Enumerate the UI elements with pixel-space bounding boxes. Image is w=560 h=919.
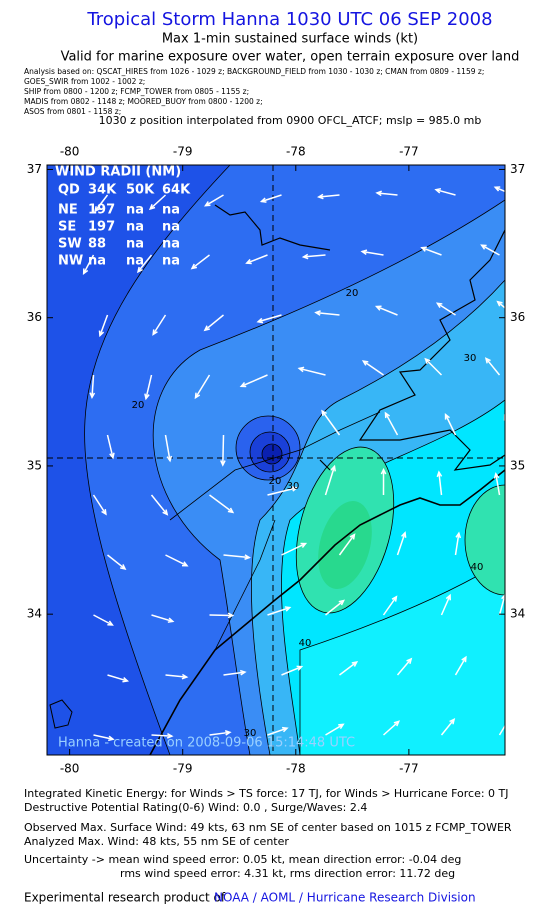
radii-cell: na bbox=[126, 203, 144, 218]
footer-line: Destructive Potential Rating(0-6) Wind: … bbox=[24, 801, 367, 814]
y-tick-label-right: 35 bbox=[510, 458, 525, 472]
wind-arrow bbox=[223, 435, 224, 465]
radii-cell: SE bbox=[58, 220, 76, 235]
footer-line: Observed Max. Surface Wind: 49 kts, 63 n… bbox=[24, 821, 512, 834]
credit: Hanna - created on 2008-09-06 15:14:48 U… bbox=[58, 736, 355, 751]
x-tick-label-top: -80 bbox=[60, 145, 80, 159]
radii-cell: na bbox=[126, 254, 144, 269]
y-tick-label-right: 37 bbox=[510, 162, 525, 176]
radii-header: 64K bbox=[162, 183, 191, 198]
radii-cell: 88 bbox=[88, 237, 106, 252]
radii-header: 50K bbox=[126, 183, 155, 198]
wind-arrow-head bbox=[505, 718, 509, 723]
wind-arrow bbox=[514, 534, 515, 555]
analysis-line: SHIP from 0800 - 1200 z; FCMP_TOWER from… bbox=[24, 87, 249, 96]
contour-label: 20 bbox=[132, 400, 145, 411]
product-prefix: Experimental research product of bbox=[24, 891, 226, 905]
wind-arrow-head bbox=[512, 534, 516, 539]
contour-label: 30 bbox=[244, 728, 257, 739]
position-note: 1030 z position interpolated from 0900 O… bbox=[99, 114, 482, 127]
analysis-line: ASOS from 0801 - 1158 z; bbox=[24, 107, 121, 116]
contour-label: 40 bbox=[299, 638, 312, 649]
contour-label: 30 bbox=[464, 353, 477, 364]
wind-arrow-head bbox=[517, 656, 521, 661]
wind-arrow bbox=[514, 656, 522, 675]
radii-cell: NE bbox=[58, 203, 78, 218]
radii-cell: 197 bbox=[88, 220, 115, 235]
x-tick-label-top: -79 bbox=[173, 145, 193, 159]
validity: Valid for marine exposure over water, op… bbox=[61, 50, 520, 65]
x-tick-label-top: -78 bbox=[286, 145, 306, 159]
map-field bbox=[47, 165, 545, 755]
x-tick-label-bottom: -78 bbox=[286, 762, 306, 776]
radii-cell: NW bbox=[58, 254, 83, 269]
x-tick-label-bottom: -79 bbox=[173, 762, 193, 776]
y-tick-label-left: 37 bbox=[27, 162, 42, 176]
y-tick-label-left: 36 bbox=[27, 310, 42, 324]
radii-header: 34K bbox=[88, 183, 117, 198]
x-tick-label-top: -77 bbox=[399, 145, 419, 159]
analysis-line: MADIS from 0802 - 1148 z; MOORED_BUOY fr… bbox=[24, 97, 263, 106]
radii-cell: na bbox=[126, 237, 144, 252]
footer-line: rms wind speed error: 4.31 kt, rms direc… bbox=[120, 867, 455, 880]
radii-cell: na bbox=[162, 254, 180, 269]
contour-label: 20 bbox=[269, 476, 282, 487]
footer-line: Integrated Kinetic Energy: for Winds > T… bbox=[24, 787, 509, 800]
x-tick-label-bottom: -80 bbox=[60, 762, 80, 776]
y-tick-label-right: 34 bbox=[510, 607, 525, 621]
radii-cell: 197 bbox=[88, 203, 115, 218]
x-tick-label-bottom: -77 bbox=[399, 762, 419, 776]
contour-label: 20 bbox=[346, 288, 359, 299]
contour-label: 40 bbox=[471, 562, 484, 573]
radii-title: WIND RADII (NM) bbox=[55, 165, 181, 180]
title: Tropical Storm Hanna 1030 UTC 06 SEP 200… bbox=[86, 9, 492, 30]
y-tick-label-left: 35 bbox=[27, 458, 42, 472]
radii-cell: na bbox=[162, 220, 180, 235]
footer-line: Analyzed Max. Wind: 48 kts, 55 nm SE of … bbox=[24, 835, 289, 848]
radii-header: QD bbox=[58, 183, 80, 198]
contour-label: 30 bbox=[287, 481, 300, 492]
subtitle: Max 1-min sustained surface winds (kt) bbox=[162, 32, 418, 47]
y-tick-label-left: 34 bbox=[27, 607, 42, 621]
analysis-line: Analysis based on: QSCAT_HIRES from 1026… bbox=[24, 67, 484, 76]
footer-line: Uncertainty -> mean wind speed error: 0.… bbox=[24, 853, 461, 866]
radii-cell: na bbox=[162, 237, 180, 252]
analysis-line: GOES_SWIR from 1002 - 1002 z; bbox=[24, 77, 145, 86]
radii-cell: SW bbox=[58, 237, 82, 252]
wind-arrow bbox=[505, 416, 514, 435]
y-tick-label-right: 36 bbox=[510, 310, 525, 324]
radii-cell: na bbox=[126, 220, 144, 235]
radii-cell: na bbox=[162, 203, 180, 218]
radii-cell: na bbox=[88, 254, 106, 269]
product-org: NOAA / AOML / Hurricane Research Divisio… bbox=[214, 891, 476, 905]
